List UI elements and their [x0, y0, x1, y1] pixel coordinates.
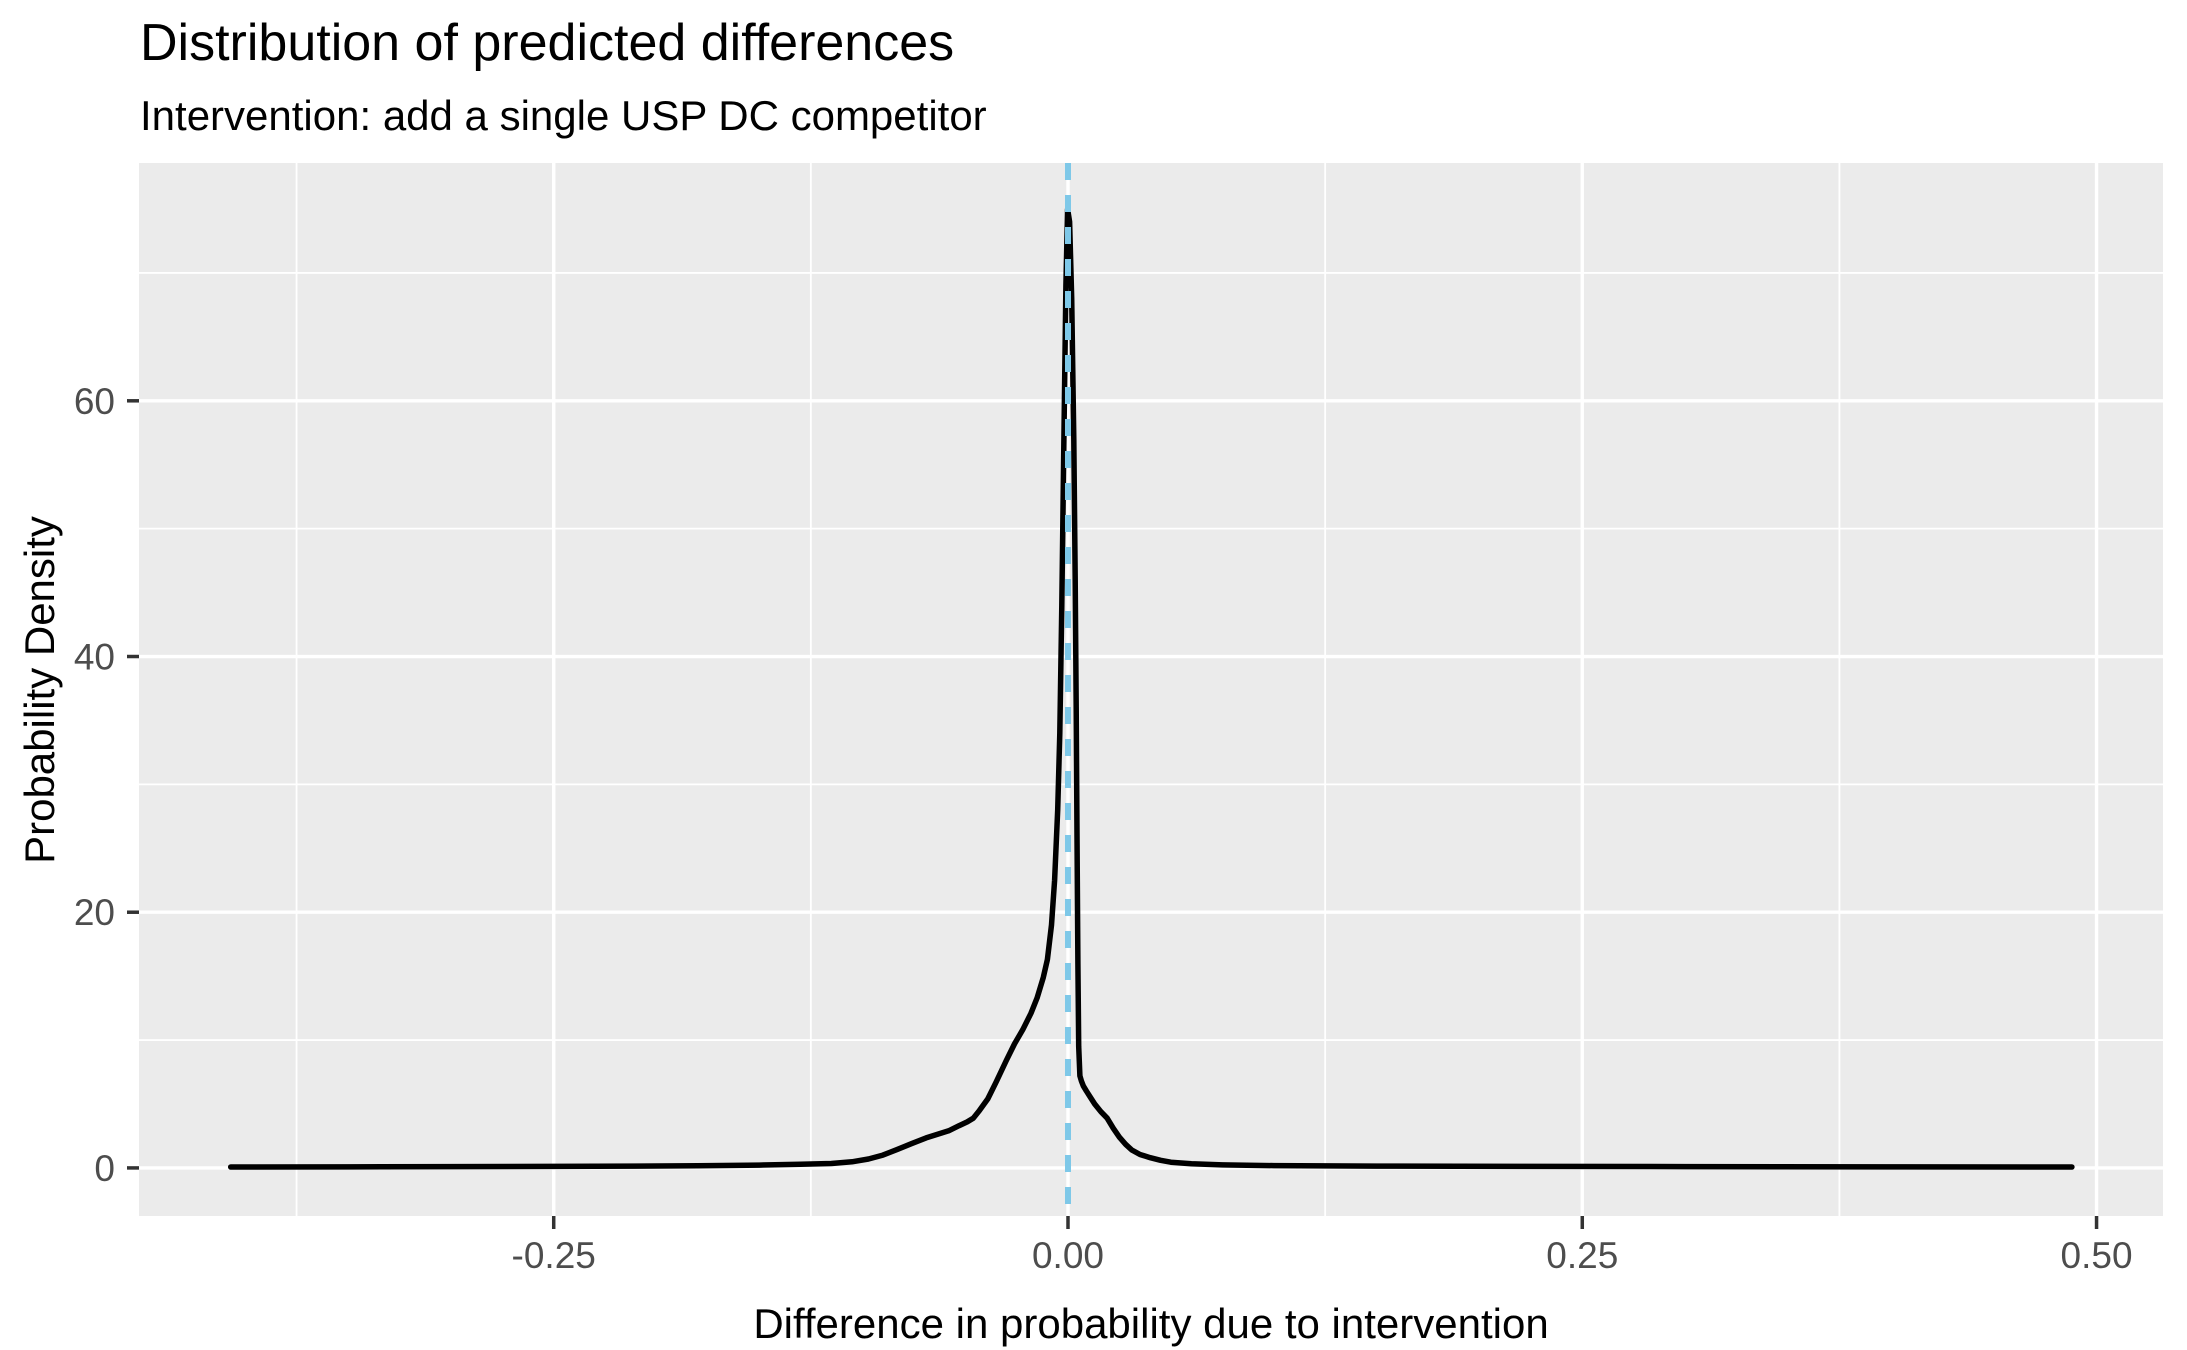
y-tick-label: 0 — [94, 1148, 115, 1189]
x-tick-label: 0.00 — [1032, 1235, 1104, 1276]
y-tick-label: 40 — [74, 637, 115, 678]
y-tick-label: 20 — [74, 892, 115, 933]
y-tick-label: 60 — [74, 381, 115, 422]
x-tick-label: -0.25 — [512, 1235, 596, 1276]
x-tick-label: 0.25 — [1546, 1235, 1618, 1276]
y-axis-title: Probability Density — [16, 516, 63, 864]
chart-subtitle: Intervention: add a single USP DC compet… — [140, 92, 987, 139]
chart-title: Distribution of predicted differences — [140, 14, 955, 72]
plot-panel — [139, 163, 2163, 1216]
x-tick-label: 0.50 — [2061, 1235, 2133, 1276]
x-axis-title: Difference in probability due to interve… — [753, 1300, 1549, 1347]
density-curve — [227, 206, 2075, 1170]
